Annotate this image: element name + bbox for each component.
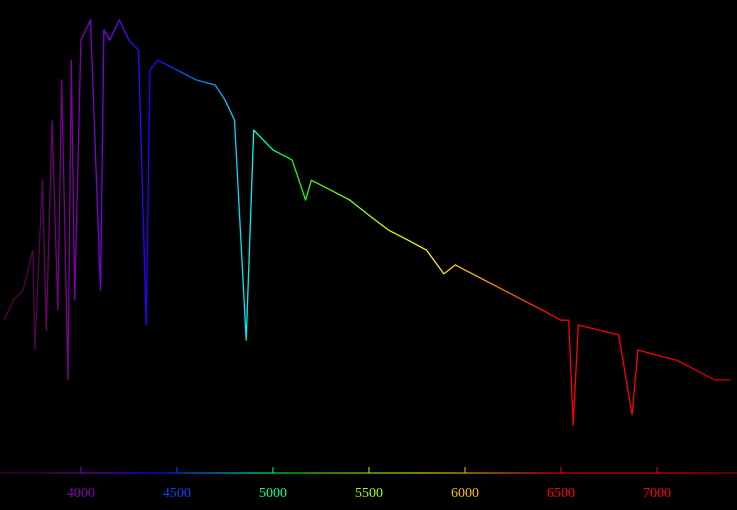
- x-tick-label: 6000: [451, 486, 479, 501]
- spectrum-line: [3, 19, 731, 426]
- x-tick-label: 4000: [67, 486, 95, 501]
- x-tick-label: 5500: [355, 486, 383, 501]
- x-tick-label: 5000: [259, 486, 287, 501]
- x-tick-label: 7000: [643, 486, 671, 501]
- x-tick-label: 4500: [163, 486, 191, 501]
- x-tick-label: 6500: [547, 486, 575, 501]
